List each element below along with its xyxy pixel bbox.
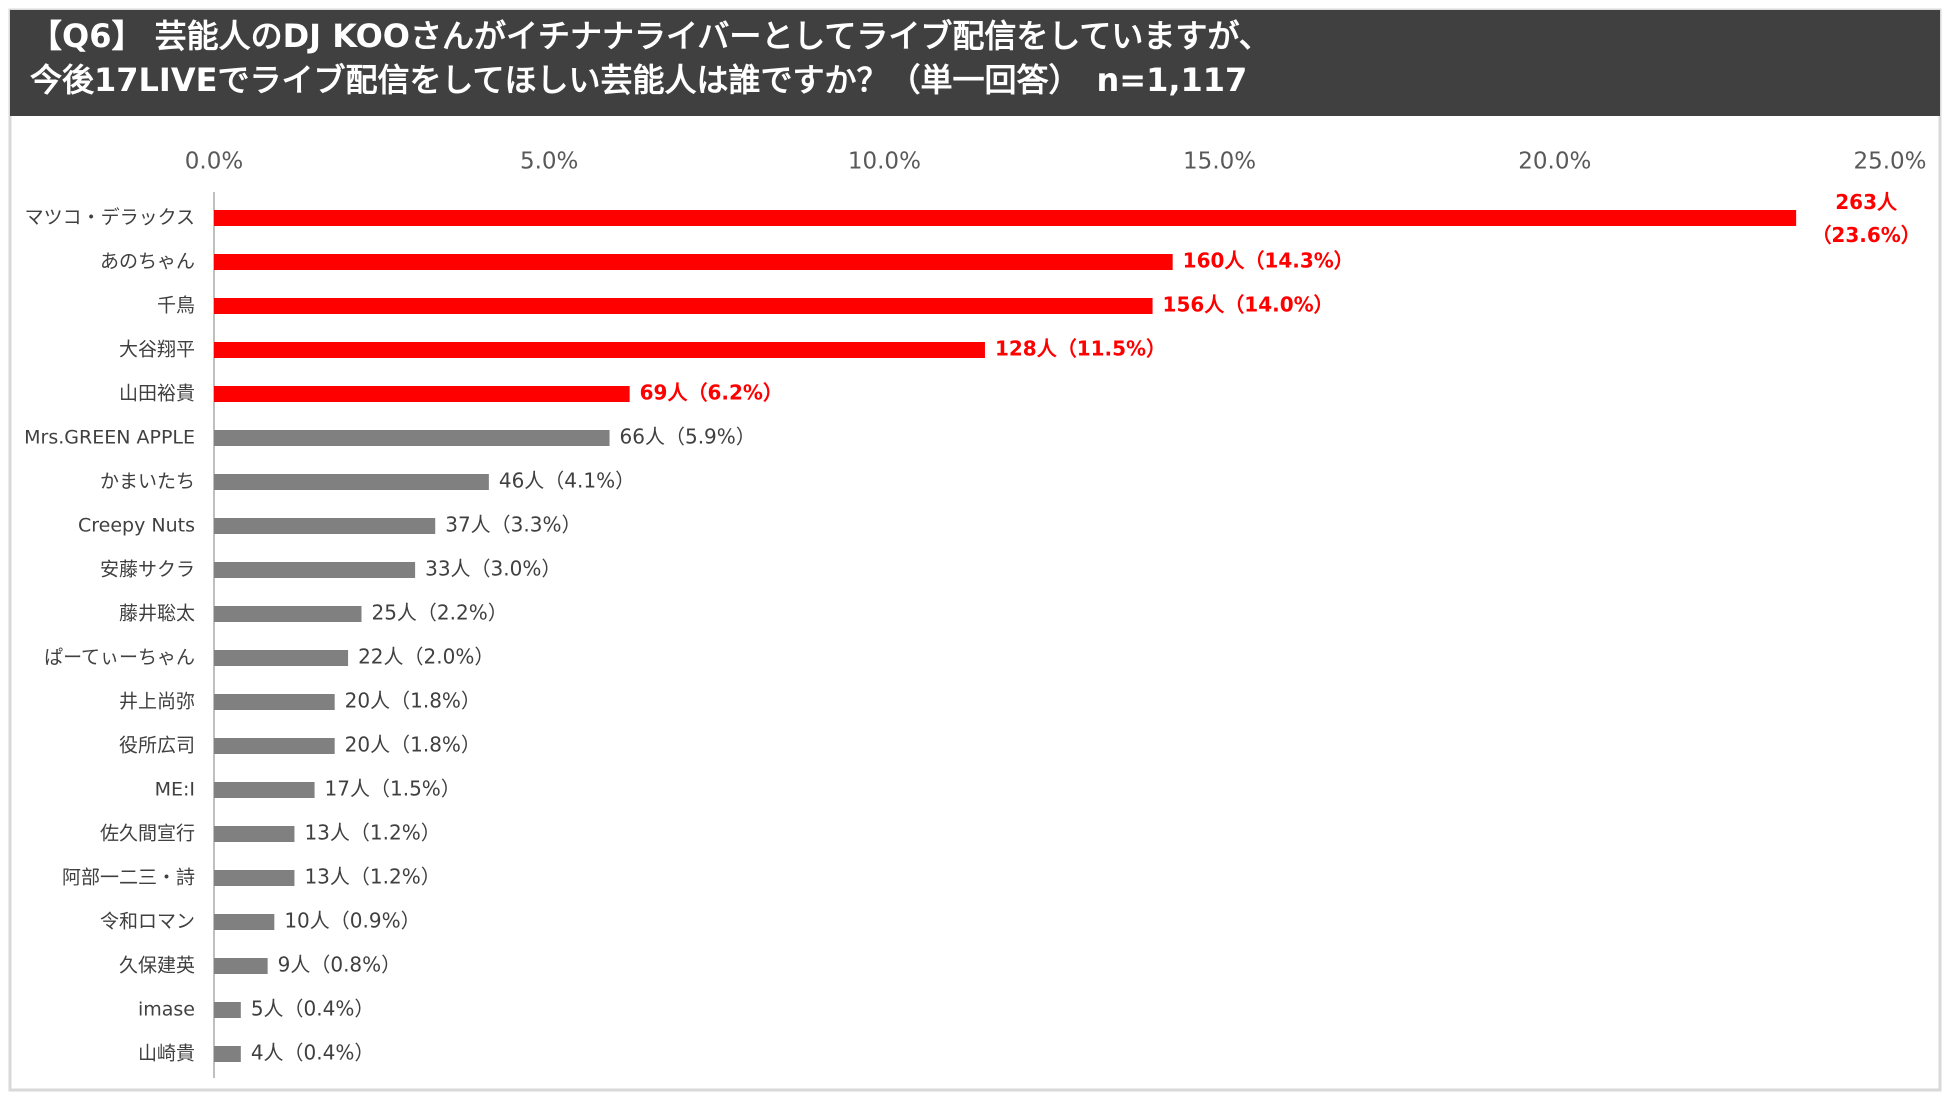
y-tick-label: 令和ロマン xyxy=(100,911,195,933)
bar xyxy=(214,210,1797,226)
chart-title: 今後17LIVEでライブ配信をしてほしい芸能人は誰ですか？（単一回答） n=1,… xyxy=(30,61,1247,99)
value-label: 25人（2.2%） xyxy=(371,601,507,625)
y-tick-label: ME:I xyxy=(155,779,195,801)
bar xyxy=(214,1002,241,1018)
y-tick-label: Mrs.GREEN APPLE xyxy=(24,427,195,449)
y-tick-label: 安藤サクラ xyxy=(100,559,195,581)
y-tick-label: 久保建英 xyxy=(119,955,195,977)
value-label: 128人（11.5%） xyxy=(995,337,1166,361)
frame xyxy=(8,8,1942,1092)
bar xyxy=(214,386,630,402)
value-label: 22人（2.0%） xyxy=(358,645,494,669)
value-label: 13人（1.2%） xyxy=(304,821,440,845)
value-label: 10人（0.9%） xyxy=(284,909,420,933)
value-label: 66人（5.9%） xyxy=(620,425,756,449)
y-tick-label: あのちゃん xyxy=(100,251,195,273)
value-label: 9人（0.8%） xyxy=(278,953,402,977)
title-bar xyxy=(10,10,1940,116)
x-tick-label: 0.0% xyxy=(185,149,243,175)
value-label: 69人（6.2%） xyxy=(640,381,783,405)
x-tick-label: 15.0% xyxy=(1183,149,1256,175)
x-tick-label: 25.0% xyxy=(1853,149,1926,175)
y-tick-label: 佐久間宣行 xyxy=(100,823,195,845)
bar xyxy=(214,650,349,666)
bar xyxy=(214,562,416,578)
value-label: 20人（1.8%） xyxy=(345,689,481,713)
value-label: 4人（0.4%） xyxy=(251,1041,375,1065)
bar xyxy=(214,782,315,798)
value-label: 20人（1.8%） xyxy=(345,733,481,757)
value-label: 156人（14.0%） xyxy=(1163,293,1334,317)
y-tick-label: かまいたち xyxy=(100,471,195,493)
x-tick-label: 20.0% xyxy=(1518,149,1591,175)
y-tick-label: 山田裕貴 xyxy=(119,383,195,405)
y-tick-label: 井上尚弥 xyxy=(119,691,195,713)
y-tick-label: 阿部一二三・詩 xyxy=(62,867,195,889)
bar xyxy=(214,298,1153,314)
value-label: 160人（14.3%） xyxy=(1183,249,1354,273)
bar xyxy=(214,958,268,974)
bar xyxy=(214,870,295,886)
y-tick-label: imase xyxy=(138,999,195,1021)
bar xyxy=(214,826,295,842)
bar xyxy=(214,518,436,534)
y-tick-label: 役所広司 xyxy=(119,735,195,757)
x-tick-label: 5.0% xyxy=(520,149,578,175)
value-label: 33人（3.0%） xyxy=(425,557,561,581)
value-label: 37人（3.3%） xyxy=(445,513,581,537)
value-label: 5人（0.4%） xyxy=(251,997,375,1021)
bar xyxy=(214,738,335,754)
y-tick-label: 大谷翔平 xyxy=(119,339,195,361)
y-tick-label: ぱーてぃーちゃん xyxy=(44,647,195,669)
y-tick-label: 千鳥 xyxy=(157,295,195,317)
y-tick-label: 藤井聡太 xyxy=(119,603,195,625)
bar xyxy=(214,1046,241,1062)
value-label: 13人（1.2%） xyxy=(304,865,440,889)
value-label: 46人（4.1%） xyxy=(499,469,635,493)
x-tick-label: 10.0% xyxy=(848,149,921,175)
y-tick-label: 山崎貴 xyxy=(138,1043,195,1065)
bar xyxy=(214,694,335,710)
bar xyxy=(214,430,610,446)
bar xyxy=(214,342,985,358)
y-tick-label: Creepy Nuts xyxy=(78,515,195,537)
value-label: 17人（1.5%） xyxy=(325,777,461,801)
bar xyxy=(214,914,275,930)
bar xyxy=(214,606,362,622)
bar xyxy=(214,254,1173,270)
value-label: 263人（23.6%） xyxy=(1811,190,1920,247)
bar xyxy=(214,474,489,490)
y-tick-label: マツコ・デラックス xyxy=(25,207,195,229)
chart-title: 【Q6】 芸能人のDJ KOOさんがイチナナライバーとしてライブ配信をしています… xyxy=(30,17,1271,55)
